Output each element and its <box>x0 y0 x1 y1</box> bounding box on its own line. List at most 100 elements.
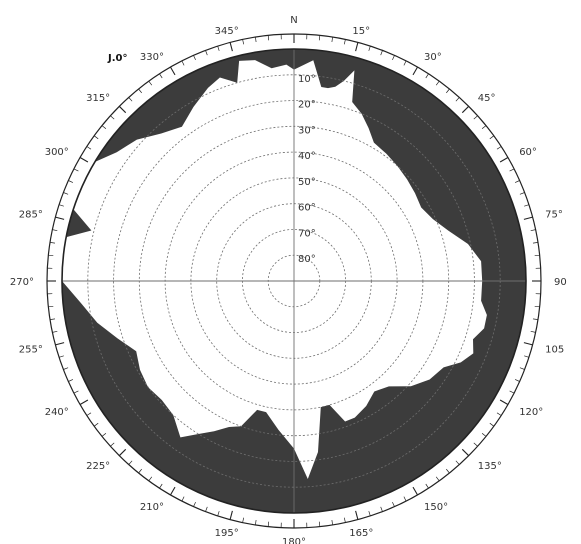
major-tick <box>499 399 509 405</box>
minor-tick <box>159 483 163 489</box>
elevation-label: 30° <box>298 125 316 136</box>
minor-tick <box>343 39 346 45</box>
elevation-label: 80° <box>298 254 316 265</box>
major-tick <box>461 448 470 457</box>
minor-tick <box>217 45 220 51</box>
minor-tick <box>128 97 133 102</box>
major-tick <box>499 157 509 163</box>
visible-sky-area <box>62 60 487 479</box>
major-tick <box>118 448 127 457</box>
minor-tick <box>267 35 270 41</box>
minor-tick <box>392 501 395 507</box>
azimuth-label: 240° <box>45 407 69 418</box>
azimuth-label: 255° <box>19 344 43 355</box>
minor-tick <box>392 55 395 61</box>
major-tick <box>412 486 418 496</box>
minor-tick <box>255 36 257 43</box>
major-tick <box>79 157 89 163</box>
minor-tick <box>58 204 64 207</box>
minor-tick <box>63 192 69 195</box>
minor-tick <box>380 506 383 512</box>
minor-tick <box>217 511 220 517</box>
minor-tick <box>205 50 208 56</box>
azimuth-label: 225° <box>86 461 110 472</box>
major-tick <box>523 342 533 346</box>
minor-tick <box>368 511 371 517</box>
minor-tick <box>489 422 495 427</box>
minor-tick <box>205 506 208 512</box>
north-label: N <box>290 15 297 26</box>
minor-tick <box>530 330 536 333</box>
minor-tick <box>52 330 58 333</box>
minor-tick <box>380 50 383 56</box>
minor-tick <box>68 379 74 382</box>
major-tick <box>55 342 65 346</box>
minor-tick <box>138 88 142 94</box>
minor-tick <box>110 115 115 120</box>
minor-tick <box>455 460 460 465</box>
major-tick <box>461 105 470 114</box>
azimuth-label: 75° <box>545 210 563 221</box>
elevation-label: 10° <box>298 74 316 85</box>
minor-tick <box>193 55 196 61</box>
minor-tick <box>93 135 99 140</box>
azimuth-label: 270° <box>10 277 34 288</box>
minor-tick <box>530 229 536 232</box>
minor-tick <box>534 254 540 257</box>
minor-tick <box>242 517 245 523</box>
azimuth-label: 315° <box>86 93 110 104</box>
minor-tick <box>86 146 92 150</box>
minor-tick <box>524 204 530 207</box>
elevation-label: 40° <box>298 151 316 162</box>
minor-tick <box>86 412 92 416</box>
azimuth-label: 180° <box>282 537 306 544</box>
minor-tick <box>519 192 525 195</box>
azimuth-label: 300° <box>45 147 69 158</box>
minor-tick <box>128 460 133 465</box>
minor-tick <box>110 442 115 447</box>
minor-tick <box>532 318 539 320</box>
azimuth-label: 90 <box>554 277 567 288</box>
minor-tick <box>93 422 99 427</box>
minor-tick <box>496 412 502 416</box>
minor-tick <box>435 476 440 482</box>
minor-tick <box>318 521 321 527</box>
minor-tick <box>138 468 142 474</box>
major-tick <box>229 42 233 52</box>
azimuth-label: 330° <box>140 52 164 63</box>
minor-tick <box>481 433 487 437</box>
minor-tick <box>49 242 56 244</box>
minor-tick <box>446 468 450 474</box>
azimuth-label: 150° <box>424 502 448 513</box>
major-tick <box>229 510 233 520</box>
azimuth-label: 135° <box>478 461 502 472</box>
minor-tick <box>159 73 163 79</box>
elevation-label: 60° <box>298 203 316 214</box>
azimuth-label: 45° <box>478 93 496 104</box>
azimuth-label: 165° <box>349 528 373 539</box>
axis-labels: 15° 30° 45° 60° 75° 90 105 120° 135° 150° 165° 180°… <box>10 26 567 544</box>
major-tick <box>355 510 359 520</box>
elevation-grid <box>62 49 526 513</box>
minor-tick <box>73 168 79 172</box>
minor-tick <box>514 379 520 382</box>
azimuth-label: 210° <box>140 502 164 513</box>
azimuth-label: 120° <box>519 407 543 418</box>
major-tick <box>412 66 418 76</box>
azimuth-label: 345° <box>215 26 239 37</box>
minor-tick <box>318 35 321 41</box>
minor-tick <box>181 496 185 502</box>
minor-tick <box>331 36 333 43</box>
azimuth-label: 195° <box>215 528 239 539</box>
azimuth-label: 105 <box>545 344 564 355</box>
elevation-label: 20° <box>298 100 316 111</box>
minor-tick <box>148 80 153 86</box>
minor-tick <box>368 45 371 51</box>
minor-tick <box>101 433 107 437</box>
minor-tick <box>496 146 502 150</box>
major-tick <box>170 66 176 76</box>
minor-tick <box>267 521 270 527</box>
outer-frame <box>46 33 542 529</box>
minor-tick <box>148 476 153 482</box>
horizon-circle <box>61 48 527 514</box>
